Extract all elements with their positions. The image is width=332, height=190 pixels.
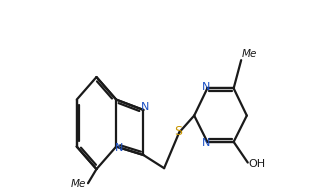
Text: N: N bbox=[115, 142, 123, 153]
Text: S: S bbox=[174, 125, 182, 138]
Text: OH: OH bbox=[249, 159, 266, 169]
Text: N: N bbox=[202, 138, 210, 148]
Text: N: N bbox=[202, 82, 210, 92]
Text: Me: Me bbox=[71, 179, 86, 189]
Text: Me: Me bbox=[242, 49, 258, 59]
Text: N: N bbox=[141, 102, 149, 112]
